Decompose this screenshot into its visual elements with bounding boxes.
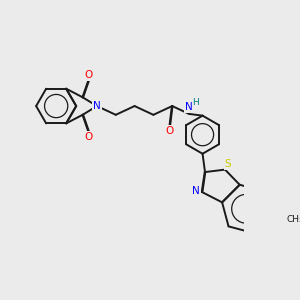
Text: S: S bbox=[225, 159, 231, 169]
Text: O: O bbox=[85, 70, 93, 80]
Text: O: O bbox=[166, 126, 174, 136]
Text: N: N bbox=[192, 186, 200, 196]
Text: CH₃: CH₃ bbox=[287, 215, 300, 224]
Text: N: N bbox=[185, 102, 193, 112]
Text: N: N bbox=[93, 101, 101, 111]
Text: H: H bbox=[193, 98, 199, 107]
Text: O: O bbox=[85, 132, 93, 142]
